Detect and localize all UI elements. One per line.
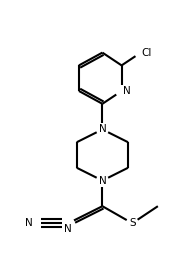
Text: N: N (64, 224, 72, 234)
Text: N: N (98, 176, 106, 186)
Text: N: N (123, 86, 130, 96)
Text: N: N (25, 218, 33, 228)
Text: Cl: Cl (142, 48, 152, 58)
Text: N: N (98, 124, 106, 134)
Text: S: S (129, 218, 136, 228)
